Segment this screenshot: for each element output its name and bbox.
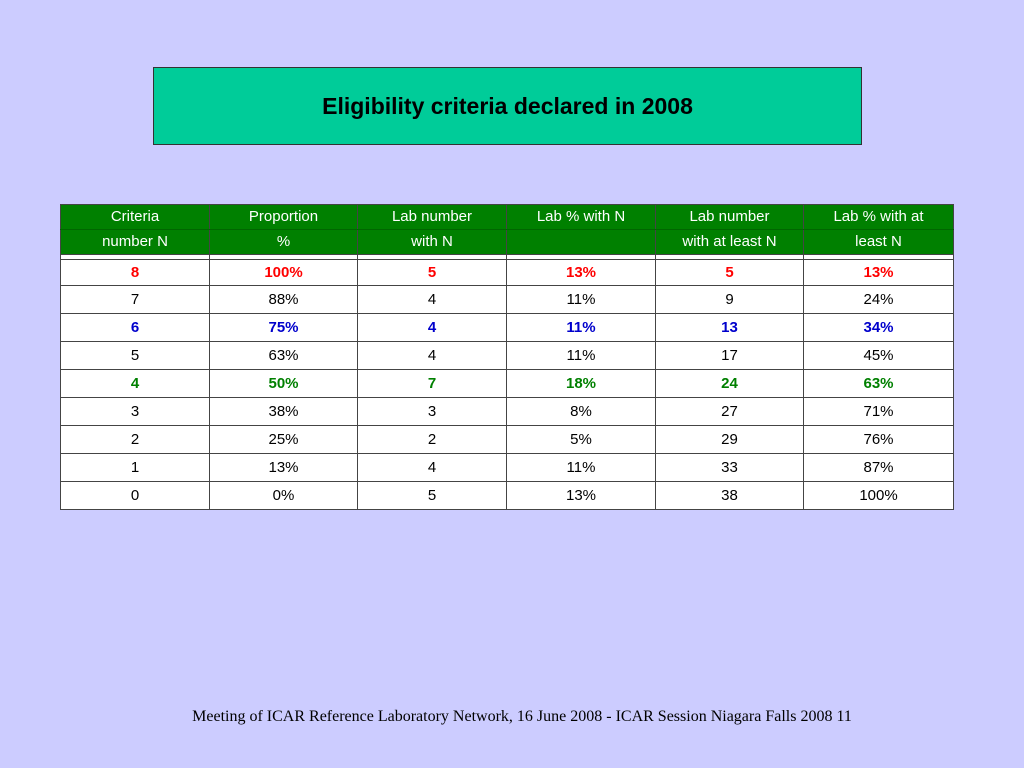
- table-cell: 33: [655, 453, 804, 482]
- table-cell: 11%: [506, 313, 656, 342]
- table-cell: 29: [655, 425, 804, 454]
- table-cell: 4: [357, 341, 507, 370]
- table-cell: 100%: [209, 259, 358, 286]
- table-row: 3 38% 3 8% 27 71%: [60, 397, 954, 426]
- table-cell: 13: [655, 313, 804, 342]
- table-row: 4 50% 7 18% 24 63%: [60, 369, 954, 398]
- table-row: 2 25% 2 5% 29 76%: [60, 425, 954, 454]
- header-proportion: Proportion: [209, 204, 358, 230]
- table-cell: 13%: [803, 259, 954, 286]
- header-proportion-line2: %: [209, 229, 358, 255]
- table-cell: 13%: [506, 259, 656, 286]
- table-cell: 8: [60, 259, 210, 286]
- table-cell: 63%: [209, 341, 358, 370]
- table-cell: 11%: [506, 341, 656, 370]
- header-criteria-line2: number N: [60, 229, 210, 255]
- table-cell: 4: [357, 285, 507, 314]
- table-cell: 8%: [506, 397, 656, 426]
- table-cell: 100%: [803, 481, 954, 510]
- header-lab-number: Lab number: [357, 204, 507, 230]
- table-cell: 75%: [209, 313, 358, 342]
- table-cell: 7: [60, 285, 210, 314]
- table-cell: 24%: [803, 285, 954, 314]
- table-cell: 63%: [803, 369, 954, 398]
- table-cell: 0%: [209, 481, 358, 510]
- footer-text: Meeting of ICAR Reference Laboratory Net…: [192, 708, 852, 725]
- header-lab-percent-at-least-line2: least N: [803, 229, 954, 255]
- table-cell: 9: [655, 285, 804, 314]
- table-cell: 25%: [209, 425, 358, 454]
- table-cell: 3: [60, 397, 210, 426]
- criteria-table: Criteria Proportion Lab number Lab % wit…: [60, 204, 954, 510]
- header-lab-number-at-least-line2: with at least N: [655, 229, 804, 255]
- title-box: Eligibility criteria declared in 2008: [153, 67, 862, 145]
- table-cell: 13%: [209, 453, 358, 482]
- table-cell: 50%: [209, 369, 358, 398]
- header-lab-number-line2: with N: [357, 229, 507, 255]
- table-cell: 76%: [803, 425, 954, 454]
- table-cell: 87%: [803, 453, 954, 482]
- header-lab-number-at-least: Lab number: [655, 204, 804, 230]
- table-cell: 4: [357, 313, 507, 342]
- table-cell: 1: [60, 453, 210, 482]
- header-row-1: Criteria Proportion Lab number Lab % wit…: [60, 204, 954, 230]
- slide-title: Eligibility criteria declared in 2008: [322, 92, 693, 119]
- header-lab-percent: Lab % with N: [506, 204, 656, 230]
- table-row: 1 13% 4 11% 33 87%: [60, 453, 954, 482]
- table-cell: 4: [357, 453, 507, 482]
- table-cell: 88%: [209, 285, 358, 314]
- table-cell: 5: [357, 259, 507, 286]
- header-lab-percent-at-least: Lab % with at: [803, 204, 954, 230]
- table-cell: 45%: [803, 341, 954, 370]
- table-row: 6 75% 4 11% 13 34%: [60, 313, 954, 342]
- header-row-2: number N % with N with at least N least …: [60, 229, 954, 255]
- table-row: 0 0% 5 13% 38 100%: [60, 481, 954, 510]
- table-row: 5 63% 4 11% 17 45%: [60, 341, 954, 370]
- table-cell: 34%: [803, 313, 954, 342]
- table-cell: 5: [655, 259, 804, 286]
- table-cell: 5: [60, 341, 210, 370]
- table-cell: 5: [357, 481, 507, 510]
- header-lab-percent-line2: [506, 229, 656, 255]
- table-cell: 0: [60, 481, 210, 510]
- table-cell: 38%: [209, 397, 358, 426]
- table-row: 7 88% 4 11% 9 24%: [60, 285, 954, 314]
- table-cell: 27: [655, 397, 804, 426]
- table-cell: 24: [655, 369, 804, 398]
- table-cell: 6: [60, 313, 210, 342]
- table-cell: 38: [655, 481, 804, 510]
- table-cell: 7: [357, 369, 507, 398]
- table-cell: 18%: [506, 369, 656, 398]
- table-cell: 71%: [803, 397, 954, 426]
- table-cell: 17: [655, 341, 804, 370]
- table-cell: 2: [60, 425, 210, 454]
- table-cell: 3: [357, 397, 507, 426]
- header-criteria: Criteria: [60, 204, 210, 230]
- table-cell: 4: [60, 369, 210, 398]
- table-cell: 2: [357, 425, 507, 454]
- table-cell: 11%: [506, 285, 656, 314]
- table-row: 8 100% 5 13% 5 13%: [60, 259, 954, 286]
- table-cell: 13%: [506, 481, 656, 510]
- table-cell: 11%: [506, 453, 656, 482]
- table-cell: 5%: [506, 425, 656, 454]
